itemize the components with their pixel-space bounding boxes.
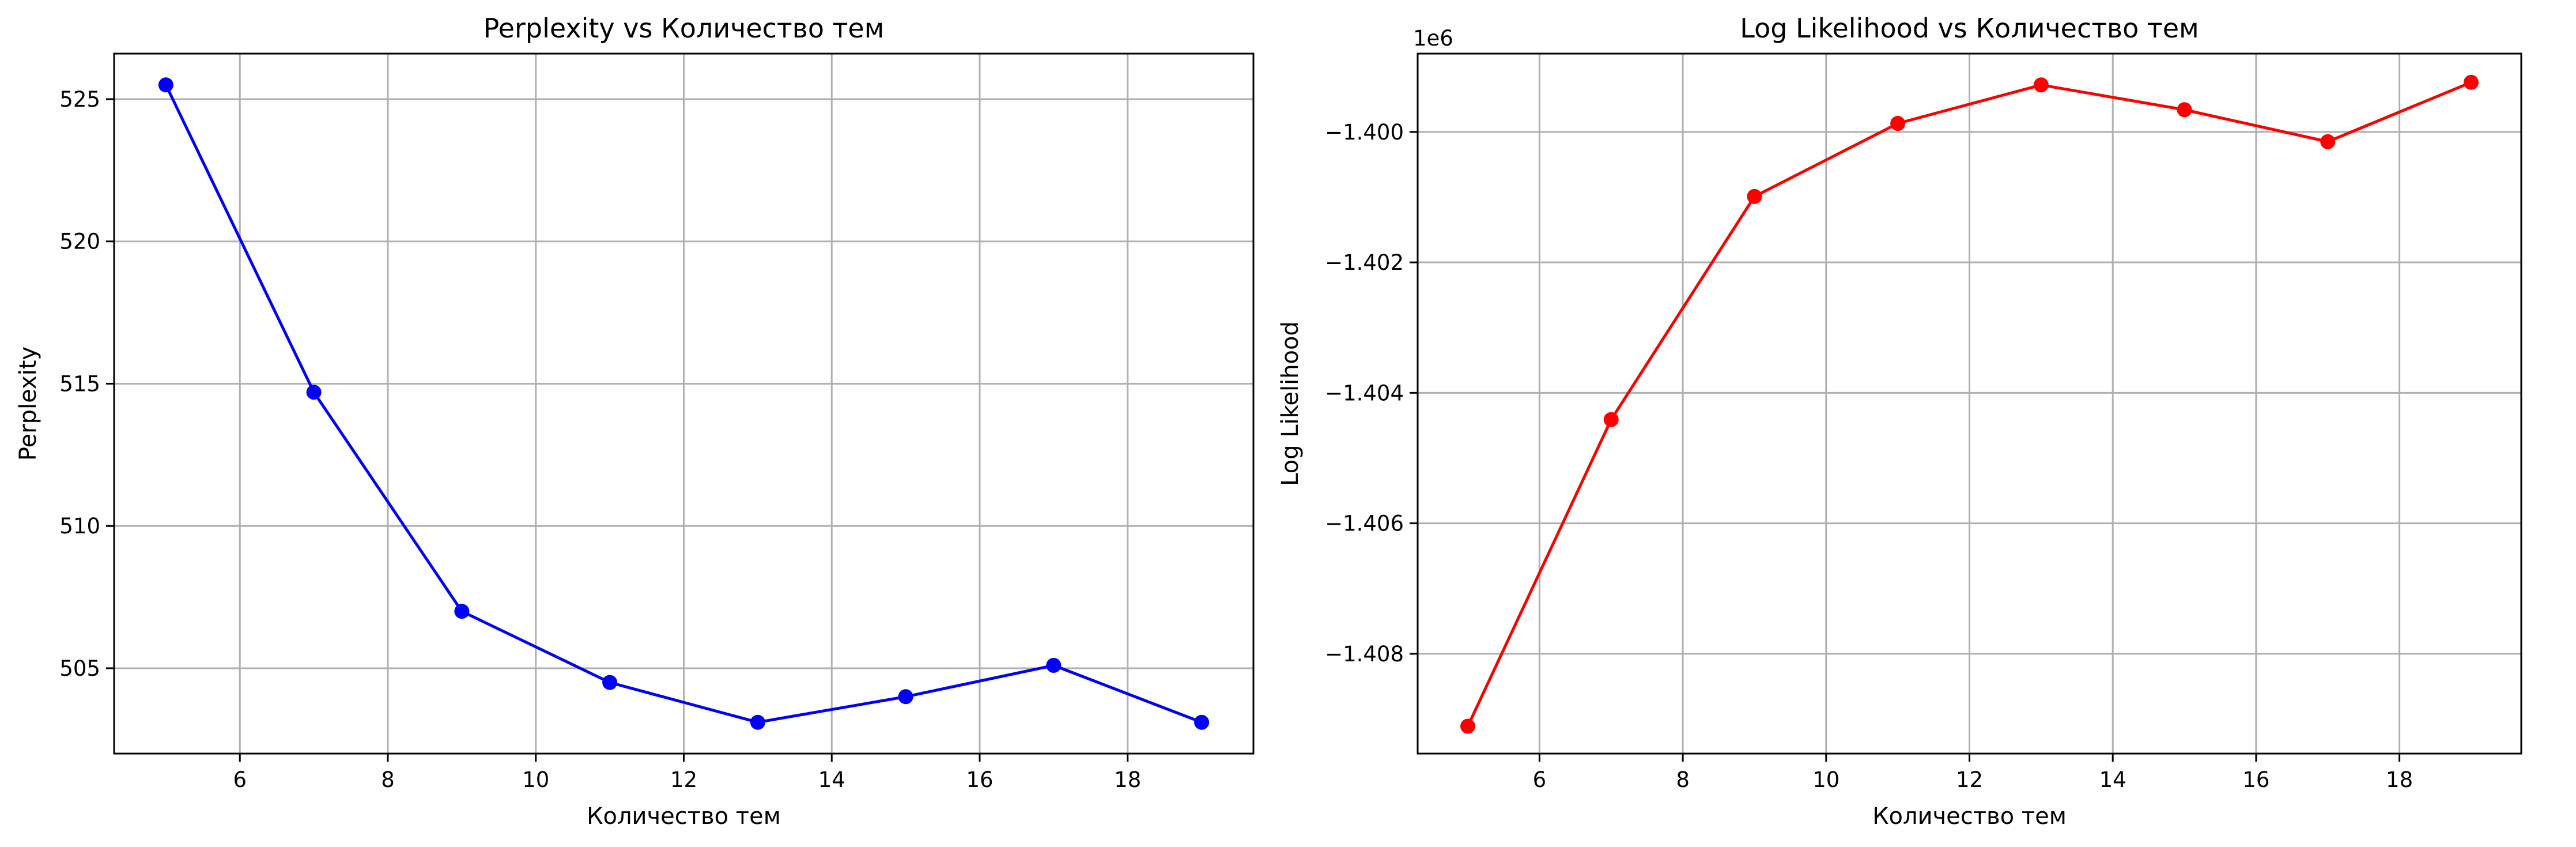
x-tick-label: 12: [670, 767, 697, 792]
chart-title: Perplexity vs Количество тем: [484, 13, 885, 44]
data-point: [1460, 718, 1476, 734]
x-tick-label: 10: [522, 767, 549, 792]
data-point: [2320, 134, 2336, 149]
x-tick-label: 10: [1812, 767, 1840, 792]
data-point: [602, 675, 618, 690]
x-tick-label: 8: [381, 767, 395, 792]
x-tick-label: 14: [818, 767, 845, 792]
data-point: [1747, 189, 1762, 204]
chart-title: Log Likelihood vs Количество тем: [1740, 13, 2199, 44]
y-tick-label: −1.406: [1325, 511, 1404, 536]
data-point: [2177, 102, 2192, 118]
x-tick-label: 14: [2099, 767, 2126, 792]
chart-panel-2: 6 8 10 12 14 16 18 −1.408 −1.406 −1.404 −1.402 −1.4…: [1277, 13, 2522, 830]
data-point: [454, 604, 470, 619]
series-line: [164, 84, 1203, 724]
y-offset-label: 1e6: [1413, 26, 1453, 51]
x-tick-label: 16: [966, 767, 993, 792]
y-tick-label: 505: [59, 656, 100, 681]
y-tick-label: −1.402: [1325, 250, 1404, 275]
data-point: [1890, 116, 1906, 131]
x-tick-label: 6: [233, 767, 247, 792]
data-point: [898, 689, 913, 705]
y-tick-label: 525: [59, 87, 100, 112]
y-tick-label: 515: [59, 371, 100, 396]
y-axis-label: Log Likelihood: [1277, 321, 1304, 486]
y-tick-label: −1.408: [1325, 642, 1404, 667]
data-point: [306, 385, 322, 400]
x-tick-label: 16: [2242, 767, 2269, 792]
y-axis-label: Perplexity: [15, 347, 41, 461]
x-tick-label: 6: [1533, 767, 1547, 792]
x-tick-label: 8: [1676, 767, 1690, 792]
y-tick-label: −1.404: [1325, 381, 1404, 405]
y-tick-label: 520: [59, 229, 100, 254]
data-point: [2033, 77, 2049, 93]
plot-area-frame: [1417, 52, 2522, 755]
plot-area-frame: [113, 52, 1255, 755]
x-tick-label: 18: [1114, 767, 1141, 792]
data-point: [1603, 412, 1619, 427]
data-point: [1046, 658, 1062, 673]
y-tick-label: −1.400: [1325, 120, 1404, 145]
x-axis-label: Количество тем: [1872, 803, 2067, 830]
data-point: [158, 77, 173, 93]
chart-panel-1: 6 8 10 12 14 16 18 505 510 515 520 525 Perplexity vs…: [15, 13, 1255, 830]
x-axis-label: Количество тем: [587, 803, 781, 830]
x-tick-label: 18: [2386, 767, 2413, 792]
y-tick-label: 510: [59, 514, 100, 539]
series-line: [1466, 81, 2472, 727]
data-point: [750, 714, 765, 730]
x-tick-label: 12: [1956, 767, 1983, 792]
data-point: [1194, 714, 1210, 730]
data-point: [2463, 74, 2479, 90]
